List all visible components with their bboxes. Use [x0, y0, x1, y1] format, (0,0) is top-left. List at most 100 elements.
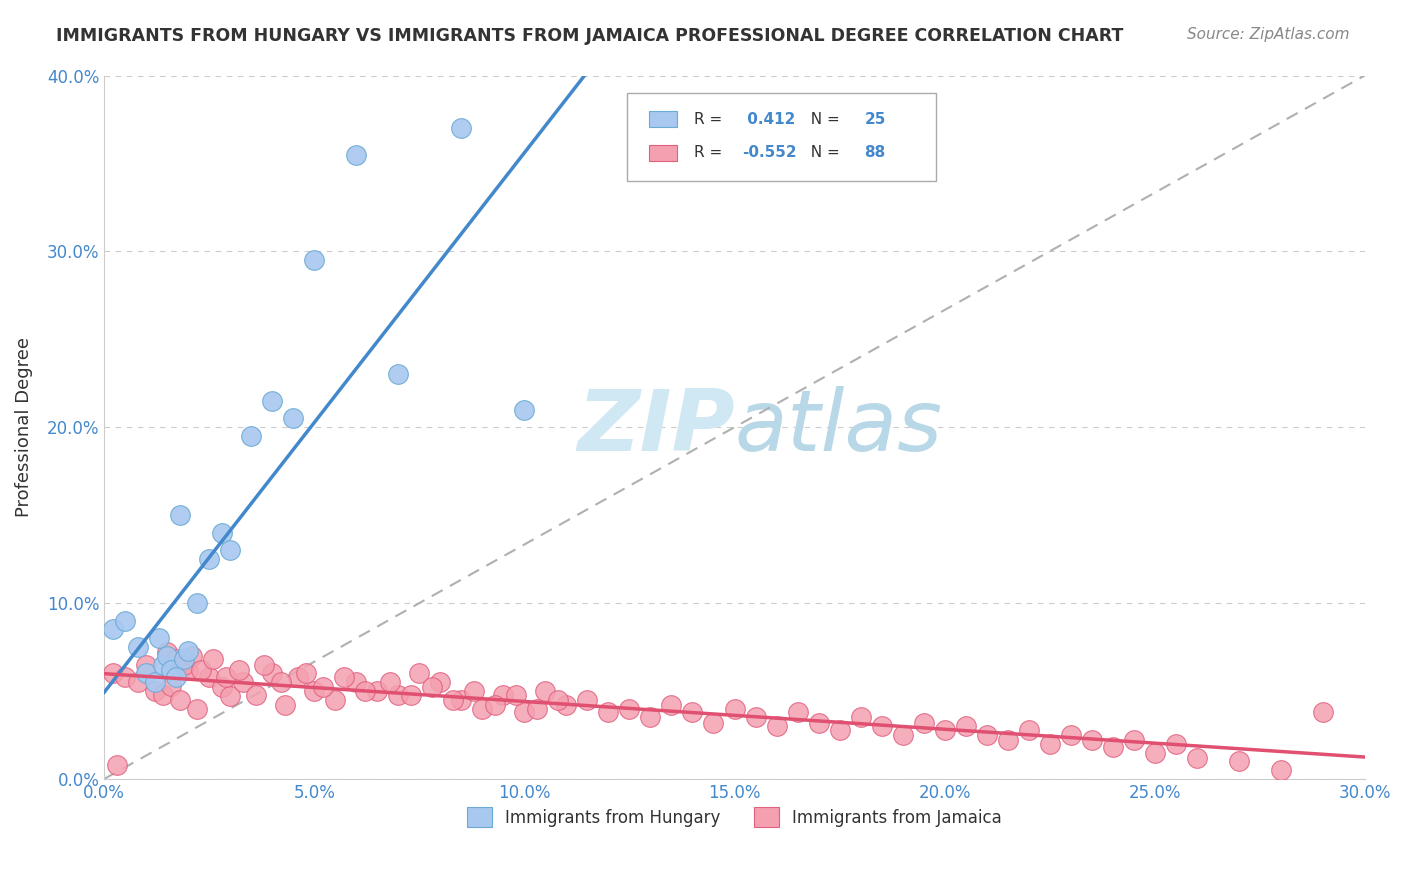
- Point: [484, 698, 506, 712]
- Point: [219, 543, 242, 558]
- Point: [190, 663, 212, 677]
- Point: [152, 657, 174, 672]
- Point: [262, 393, 284, 408]
- Point: [160, 679, 183, 693]
- Point: [387, 368, 409, 382]
- Text: 0.412: 0.412: [742, 112, 796, 127]
- Point: [661, 698, 683, 712]
- Point: [304, 684, 326, 698]
- FancyBboxPatch shape: [648, 112, 676, 127]
- Point: [186, 596, 208, 610]
- Point: [1101, 740, 1123, 755]
- Point: [177, 643, 200, 657]
- Point: [765, 719, 787, 733]
- Point: [353, 684, 375, 698]
- Point: [399, 688, 422, 702]
- Point: [332, 670, 354, 684]
- Point: [186, 701, 208, 715]
- Point: [1143, 746, 1166, 760]
- Point: [344, 675, 367, 690]
- Point: [891, 728, 914, 742]
- Point: [228, 663, 250, 677]
- Point: [471, 701, 494, 715]
- Point: [177, 663, 200, 677]
- Text: atlas: atlas: [734, 385, 942, 468]
- Point: [165, 652, 187, 666]
- Point: [513, 402, 536, 417]
- Point: [1312, 705, 1334, 719]
- Text: N =: N =: [801, 145, 845, 161]
- Text: -0.552: -0.552: [742, 145, 797, 161]
- Point: [156, 645, 179, 659]
- Text: Source: ZipAtlas.com: Source: ZipAtlas.com: [1187, 27, 1350, 42]
- Point: [912, 715, 935, 730]
- Point: [640, 710, 662, 724]
- Point: [198, 670, 221, 684]
- Point: [232, 675, 254, 690]
- Point: [105, 757, 128, 772]
- Point: [576, 693, 599, 707]
- Point: [114, 670, 136, 684]
- Point: [173, 657, 195, 672]
- Point: [287, 670, 309, 684]
- FancyBboxPatch shape: [627, 93, 936, 181]
- Point: [492, 688, 515, 702]
- Point: [304, 253, 326, 268]
- Text: R =: R =: [695, 112, 727, 127]
- Point: [152, 688, 174, 702]
- Point: [366, 684, 388, 698]
- Point: [441, 693, 464, 707]
- Point: [526, 701, 548, 715]
- Point: [245, 688, 267, 702]
- Point: [619, 701, 641, 715]
- Text: R =: R =: [695, 145, 727, 161]
- Point: [156, 648, 179, 663]
- Point: [934, 723, 956, 737]
- Point: [555, 698, 578, 712]
- Point: [598, 705, 620, 719]
- Point: [744, 710, 766, 724]
- Point: [202, 652, 225, 666]
- Point: [870, 719, 893, 733]
- Point: [513, 705, 536, 719]
- Point: [312, 681, 335, 695]
- Point: [849, 710, 872, 724]
- Point: [173, 652, 195, 666]
- Point: [240, 429, 263, 443]
- Point: [169, 508, 191, 523]
- Point: [143, 675, 166, 690]
- Point: [135, 666, 157, 681]
- Point: [165, 670, 187, 684]
- Point: [127, 675, 149, 690]
- Point: [408, 666, 430, 681]
- Text: N =: N =: [801, 112, 845, 127]
- Point: [702, 715, 724, 730]
- Legend: Immigrants from Hungary, Immigrants from Jamaica: Immigrants from Hungary, Immigrants from…: [460, 800, 1008, 834]
- Point: [828, 723, 851, 737]
- Text: 25: 25: [865, 112, 886, 127]
- Point: [723, 701, 745, 715]
- Point: [215, 670, 238, 684]
- Point: [181, 648, 204, 663]
- Point: [262, 666, 284, 681]
- Text: ZIP: ZIP: [576, 385, 734, 468]
- Point: [1039, 737, 1062, 751]
- Point: [1018, 723, 1040, 737]
- Point: [420, 681, 443, 695]
- Point: [274, 698, 297, 712]
- Point: [807, 715, 830, 730]
- Point: [378, 675, 401, 690]
- Point: [534, 684, 557, 698]
- Point: [786, 705, 808, 719]
- Point: [1122, 733, 1144, 747]
- Y-axis label: Professional Degree: Professional Degree: [15, 337, 32, 517]
- Point: [976, 728, 998, 742]
- Point: [1080, 733, 1102, 747]
- Point: [211, 525, 233, 540]
- Point: [169, 693, 191, 707]
- Point: [1164, 737, 1187, 751]
- Point: [143, 684, 166, 698]
- Point: [127, 640, 149, 654]
- Point: [198, 552, 221, 566]
- Text: IMMIGRANTS FROM HUNGARY VS IMMIGRANTS FROM JAMAICA PROFESSIONAL DEGREE CORRELATI: IMMIGRANTS FROM HUNGARY VS IMMIGRANTS FR…: [56, 27, 1123, 45]
